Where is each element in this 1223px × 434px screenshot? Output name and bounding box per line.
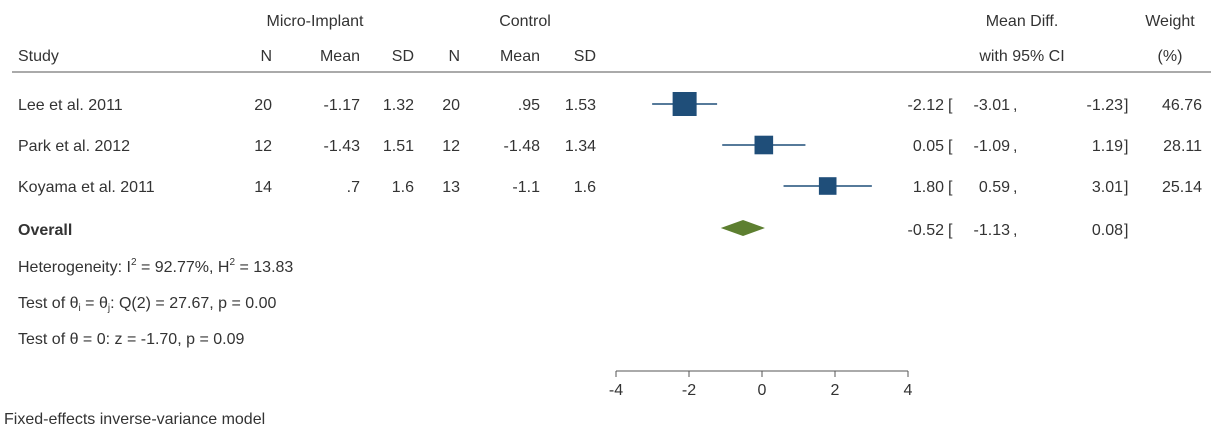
- treatment-sd: 1.6: [392, 179, 414, 196]
- model-note: Fixed-effects inverse-variance model: [4, 411, 265, 428]
- study-marker: [672, 92, 697, 116]
- treatment-sd: 1.32: [383, 97, 414, 114]
- control-sd-header: SD: [574, 48, 596, 65]
- treatment-n-header: N: [260, 48, 272, 65]
- ci-comma: ,: [1013, 138, 1017, 155]
- treatment-mean: -1.17: [324, 97, 361, 114]
- control-sd: 1.34: [565, 138, 596, 155]
- overall-ci-lower: -1.13: [974, 222, 1011, 239]
- x-axis: -4 -2 0 2 4: [609, 370, 913, 399]
- treatment-n: 12: [254, 138, 272, 155]
- study-estimate: 1.80: [913, 179, 944, 196]
- ci-open-bracket: [: [948, 179, 953, 196]
- study-name: Lee et al. 2011: [18, 97, 123, 114]
- study-ci-upper: 1.19: [1092, 138, 1123, 155]
- study-ci-lower: -1.09: [974, 138, 1011, 155]
- ci-close-bracket: ]: [1124, 97, 1128, 114]
- heterogeneity-prefix: Heterogeneity: I: [18, 259, 131, 276]
- x-tick-label: 2: [831, 382, 840, 399]
- study-rows: Lee et al. 2011 20 -1.17 1.32 20 .95 1.53 -2.12…: [18, 92, 1202, 196]
- study-weight: 46.76: [1162, 97, 1202, 114]
- study-marker: [754, 135, 774, 155]
- weight-header-line2: (%): [1158, 48, 1183, 65]
- overall-ci-upper: 0.08: [1092, 222, 1123, 239]
- overall-ci-close-bracket: ]: [1124, 222, 1128, 239]
- control-sd: 1.53: [565, 97, 596, 114]
- overall-label: Overall: [18, 222, 72, 239]
- treatment-mean-header: Mean: [320, 48, 360, 65]
- heterogeneity-sup2: 2: [229, 257, 235, 268]
- x-tick-label: -2: [682, 382, 696, 399]
- effect-header-line2: with 95% CI: [978, 48, 1064, 65]
- table-row: Park et al. 2012 12 -1.43 1.51 12 -1.48 1.34 0.…: [18, 135, 1202, 155]
- overall-estimate: -0.52: [908, 222, 945, 239]
- overall-ci-comma: ,: [1013, 222, 1017, 239]
- control-n: 12: [442, 138, 460, 155]
- control-mean-header: Mean: [500, 48, 540, 65]
- ci-open-bracket: [: [948, 138, 953, 155]
- study-ci-lower: -3.01: [974, 97, 1011, 114]
- study-weight: 25.14: [1162, 179, 1202, 196]
- control-n: 13: [442, 179, 460, 196]
- ci-close-bracket: ]: [1124, 138, 1128, 155]
- treatment-sd-header: SD: [392, 48, 414, 65]
- study-marker: [818, 177, 837, 195]
- homogeneity-sub2: j: [107, 303, 110, 314]
- table-row: Lee et al. 2011 20 -1.17 1.32 20 .95 1.53 -2.12…: [18, 92, 1202, 116]
- treatment-n: 20: [254, 97, 272, 114]
- x-tick-label: -4: [609, 382, 623, 399]
- study-ci-upper: 3.01: [1092, 179, 1123, 196]
- treatment-group-header: Micro-Implant: [267, 13, 364, 30]
- treatment-n: 14: [254, 179, 272, 196]
- study-weight: 28.11: [1163, 138, 1202, 155]
- table-row: Koyama et al. 2011 14 .7 1.6 13 -1.1 1.6 1.80 0.…: [18, 177, 1202, 196]
- control-mean: -1.1: [512, 179, 540, 196]
- overall-ci-open-bracket: [: [948, 222, 953, 239]
- overall-diamond: [720, 220, 765, 236]
- treatment-mean: .7: [347, 179, 360, 196]
- weight-header-line1: Weight: [1145, 13, 1195, 30]
- study-estimate: -2.12: [908, 97, 945, 114]
- control-mean: -1.48: [504, 138, 541, 155]
- homogeneity-test-line: Test of θi = θj: Q(2) = 27.67, p = 0.00: [18, 295, 277, 314]
- study-ci-lower: 0.59: [979, 179, 1010, 196]
- heterogeneity-mid: = 92.77%, H: [137, 259, 230, 276]
- study-name: Park et al. 2012: [18, 138, 130, 155]
- homogeneity-prefix: Test of θ: [18, 295, 79, 312]
- control-group-header: Control: [499, 13, 551, 30]
- x-tick-label: 4: [904, 382, 913, 399]
- homogeneity-sub1: i: [78, 303, 80, 314]
- ci-comma: ,: [1013, 179, 1017, 196]
- control-sd: 1.6: [574, 179, 596, 196]
- control-n: 20: [442, 97, 460, 114]
- study-estimate: 0.05: [913, 138, 944, 155]
- study-ci-upper: -1.23: [1087, 97, 1124, 114]
- control-n-header: N: [448, 48, 460, 65]
- treatment-mean: -1.43: [324, 138, 361, 155]
- heterogeneity-sup1: 2: [131, 257, 137, 268]
- ci-close-bracket: ]: [1124, 179, 1128, 196]
- treatment-sd: 1.51: [383, 138, 414, 155]
- control-mean: .95: [518, 97, 540, 114]
- heterogeneity-suffix: = 13.83: [235, 259, 293, 276]
- ci-open-bracket: [: [948, 97, 953, 114]
- x-tick-label: 0: [758, 382, 767, 399]
- homogeneity-suffix: : Q(2) = 27.67, p = 0.00: [110, 295, 276, 312]
- ci-comma: ,: [1013, 97, 1017, 114]
- study-column-header: Study: [18, 48, 59, 65]
- study-name: Koyama et al. 2011: [18, 179, 155, 196]
- heterogeneity-line: Heterogeneity: I2 = 92.77%, H2 = 13.83: [18, 257, 293, 276]
- effect-test-line: Test of θ = 0: z = -1.70, p = 0.09: [18, 331, 244, 348]
- effect-header-line1: Mean Diff.: [986, 13, 1059, 30]
- homogeneity-mid: = θ: [81, 295, 108, 312]
